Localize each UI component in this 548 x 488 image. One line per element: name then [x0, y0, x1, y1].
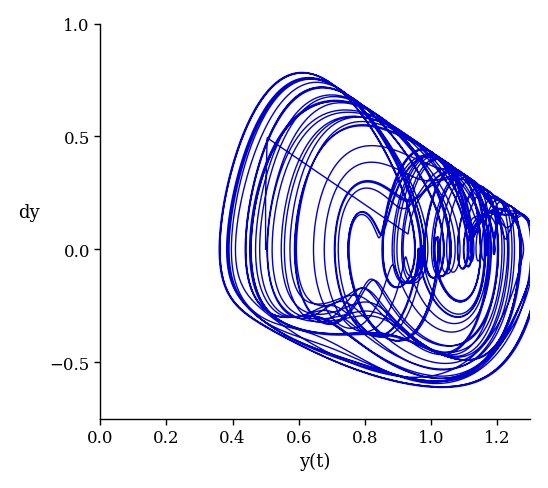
X-axis label: y(t): y(t): [299, 452, 331, 470]
Y-axis label: dy: dy: [18, 203, 39, 222]
